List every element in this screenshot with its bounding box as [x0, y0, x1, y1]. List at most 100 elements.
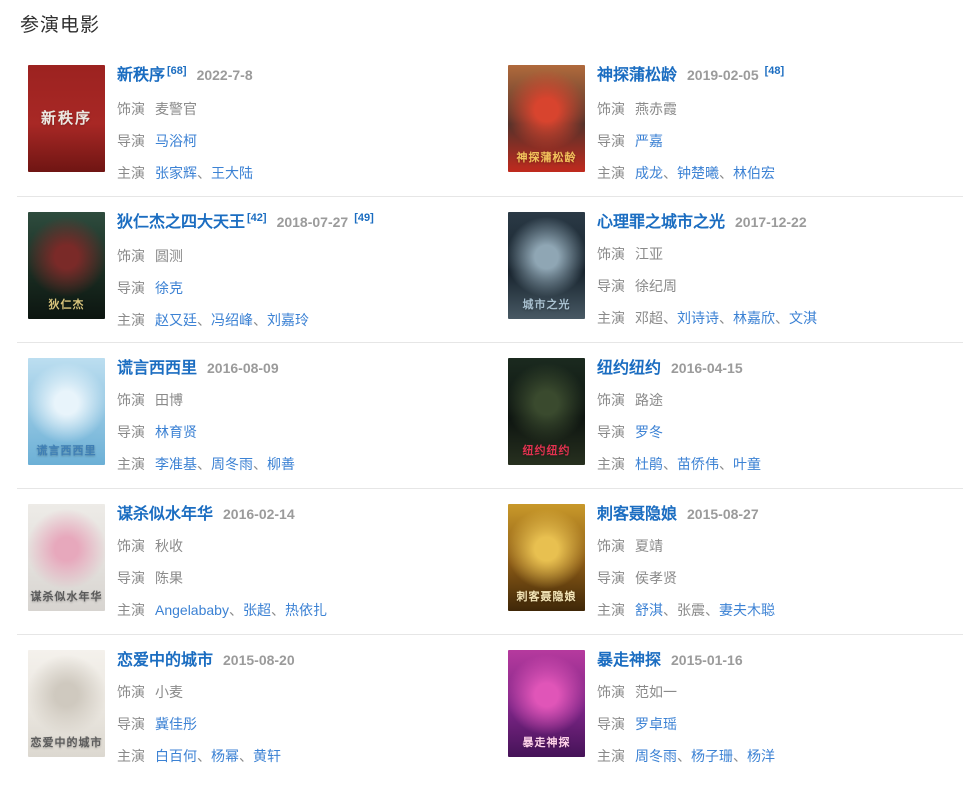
director-link[interactable]: 徐克	[155, 280, 183, 296]
movie-poster[interactable]: 城市之光	[508, 212, 585, 319]
director-row: 导演 陈果	[117, 568, 490, 588]
movie-title-link[interactable]: 纽约纽约	[597, 360, 662, 377]
cast-link[interactable]: 柳善	[267, 456, 295, 472]
cast-label: 主演	[597, 748, 625, 764]
cast-link[interactable]: 张超	[242, 602, 271, 618]
cast-link[interactable]: 刘嘉玲	[267, 312, 309, 328]
cast-link[interactable]: 妻夫木聪	[719, 602, 775, 618]
cast-link[interactable]: 王大陆	[211, 165, 253, 181]
poster-title-text: 谎言西西里	[36, 445, 97, 457]
poster-title-text: 城市之光	[522, 299, 571, 311]
cast-link[interactable]: 张家辉	[155, 165, 197, 181]
cast-link[interactable]: 李准基	[155, 456, 197, 472]
movie-title-link[interactable]: 暴走神探	[597, 652, 662, 669]
movie-poster[interactable]: 恋爱中的城市	[28, 650, 105, 757]
movie-title-link[interactable]: 刺客聂隐娘	[597, 506, 678, 523]
cast-link[interactable]: 黄轩	[253, 748, 281, 764]
reference-sup[interactable]: [68]	[167, 65, 187, 77]
movie-poster[interactable]: 纽约纽约	[508, 358, 585, 465]
movie-info: 心理罪之城市之光 2017-12-22 饰演 江亚 导演 徐纪周 主演 邓超、刘诗诗、林…	[597, 212, 963, 340]
cast-link[interactable]: Angelababy	[155, 602, 229, 618]
poster-title-text: 暴走神探	[522, 737, 571, 749]
release-date: 2015-08-20	[223, 652, 295, 668]
movie-info: 狄仁杰之四大天王 [42] 2018-07-27 [49] 饰演 圆测 导演 徐克 主演赵…	[117, 212, 490, 342]
cast-label: 主演	[117, 312, 145, 328]
cast-link[interactable]: 赵又廷	[155, 312, 197, 328]
cast-row: 主演 Angelababy、张超、热依扎	[117, 600, 490, 620]
movie-poster[interactable]: 神探蒲松龄	[508, 65, 585, 172]
role-label: 饰演	[597, 392, 625, 408]
director-row: 导演 冀佳彤	[117, 714, 490, 734]
release-date: 2022-7-8	[196, 67, 253, 83]
cast-link[interactable]: 热依扎	[284, 602, 327, 618]
reference-sup[interactable]: [42]	[247, 212, 267, 224]
cast-link[interactable]: 杨幂	[211, 748, 239, 764]
director-label: 导演	[597, 570, 625, 586]
role-row: 饰演 麦警官	[117, 99, 490, 119]
role-value: 江亚	[635, 246, 663, 262]
director-row: 导演 罗卓瑶	[597, 714, 963, 734]
movie-title-link[interactable]: 谎言西西里	[117, 360, 198, 377]
cast-link[interactable]: 杨洋	[747, 748, 775, 764]
movie-card: 神探蒲松龄 神探蒲松龄 2019-02-05 [48] 饰演 燕赤霞 导演 严嘉 主演成…	[490, 50, 963, 196]
cast-label: 主演	[117, 748, 145, 764]
cast-separator: 、	[197, 312, 211, 328]
reference-sup[interactable]: [49]	[354, 212, 374, 224]
cast-link[interactable]: 成龙	[635, 165, 663, 181]
movie-title-link[interactable]: 狄仁杰之四大天王	[117, 214, 246, 231]
movie-title-link[interactable]: 新秩序	[117, 67, 166, 84]
movie-poster[interactable]: 刺客聂隐娘	[508, 504, 585, 611]
director-label: 导演	[117, 424, 145, 440]
movie-card: 新秩序 新秩序 [68] 2022-7-8 饰演 麦警官 导演 马浴柯 主演 张家辉、王大…	[17, 50, 490, 196]
cast-separator: 、	[663, 310, 677, 326]
movie-info: 谎言西西里 2016-08-09 饰演 田博 导演 林育贤 主演 李准基、周冬雨、柳善	[117, 358, 490, 486]
cast-link[interactable]: 周冬雨	[211, 456, 253, 472]
movie-poster[interactable]: 暴走神探	[508, 650, 585, 757]
cast-row: 主演 赵又廷、冯绍峰、刘嘉玲	[117, 310, 490, 330]
movie-poster[interactable]: 新秩序	[28, 65, 105, 172]
cast-link[interactable]: 林嘉欣	[733, 310, 775, 326]
cast-link[interactable]: 冯绍峰	[211, 312, 253, 328]
movie-row: 谋杀似水年华 谋杀似水年华 2016-02-14 饰演 秋收 导演 陈果 主演 Ange…	[17, 488, 963, 634]
role-value: 夏靖	[635, 538, 663, 554]
director-link[interactable]: 罗冬	[635, 424, 663, 440]
movie-title-link[interactable]: 谋杀似水年华	[117, 506, 214, 523]
role-row: 饰演 田博	[117, 390, 490, 410]
reference-sup[interactable]: [48]	[764, 65, 785, 77]
director-row: 导演 马浴柯	[117, 131, 490, 151]
movie-poster[interactable]: 谎言西西里	[28, 358, 105, 465]
role-label: 饰演	[117, 538, 145, 554]
director-link[interactable]: 罗卓瑶	[635, 716, 677, 732]
cast-link[interactable]: 杜鹃	[635, 456, 663, 472]
movie-title-link[interactable]: 恋爱中的城市	[117, 652, 214, 669]
cast-link[interactable]: 白百何	[155, 748, 197, 764]
director-link[interactable]: 严嘉	[635, 133, 663, 149]
director-label: 导演	[597, 133, 625, 149]
cast-link[interactable]: 叶童	[733, 456, 761, 472]
cast-link[interactable]: 舒淇	[635, 602, 663, 618]
role-value: 圆测	[155, 248, 183, 264]
movie-card: 城市之光 心理罪之城市之光 2017-12-22 饰演 江亚 导演 徐纪周 主演 邓超、…	[490, 197, 963, 342]
cast-link[interactable]: 刘诗诗	[677, 310, 719, 326]
cast-link[interactable]: 钟楚曦	[677, 165, 719, 181]
role-label: 饰演	[117, 248, 145, 264]
cast-label: 主演	[117, 165, 145, 181]
cast-link[interactable]: 文淇	[789, 310, 817, 326]
director-link[interactable]: 林育贤	[155, 424, 197, 440]
cast-link[interactable]: 杨子珊	[691, 748, 733, 764]
director-link[interactable]: 马浴柯	[155, 133, 197, 149]
cast-link[interactable]: 苗侨伟	[677, 456, 719, 472]
poster-title-text: 神探蒲松龄	[516, 152, 577, 164]
cast-separator: 、	[733, 748, 747, 764]
cast-link[interactable]: 林伯宏	[733, 165, 775, 181]
cast-label: 主演	[597, 310, 625, 326]
director-link[interactable]: 冀佳彤	[155, 716, 197, 732]
movie-title-link[interactable]: 神探蒲松龄	[597, 67, 678, 84]
title-row: 心理罪之城市之光 2017-12-22	[597, 212, 963, 233]
movie-poster[interactable]: 狄仁杰	[28, 212, 105, 319]
movie-title-link[interactable]: 心理罪之城市之光	[597, 214, 726, 231]
cast-separator: 、	[775, 310, 789, 326]
cast-link[interactable]: 周冬雨	[635, 748, 677, 764]
movie-poster[interactable]: 谋杀似水年华	[28, 504, 105, 611]
director-label: 导演	[597, 716, 625, 732]
